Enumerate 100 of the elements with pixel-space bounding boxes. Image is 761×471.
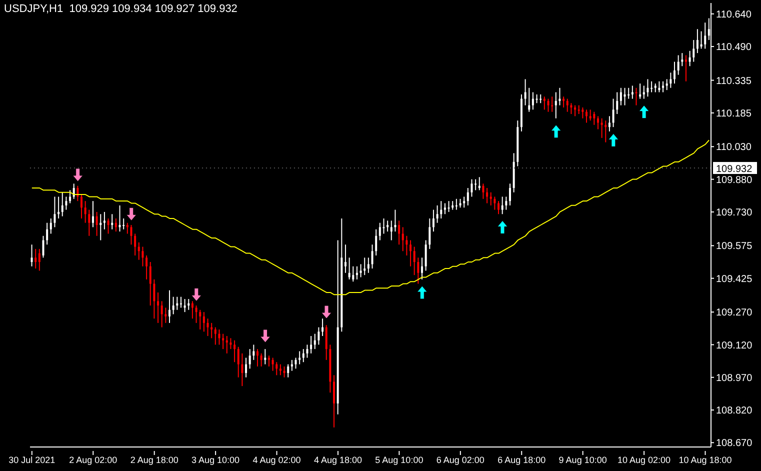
candlestick (287, 364, 290, 378)
candlestick (490, 192, 492, 206)
y-tick-label: 109.425 (716, 274, 753, 285)
point (608, 133, 619, 147)
candlestick (302, 348, 304, 363)
candlestick (157, 292, 160, 324)
candlestick (290, 359, 293, 372)
candlestick (344, 244, 346, 274)
x-tick-label: 6 Aug 02:00 (436, 455, 484, 465)
candlestick (107, 218, 110, 234)
y-tick-label: 110.640 (716, 9, 752, 20)
candlestick (42, 235, 44, 258)
candlestick (635, 87, 638, 106)
candlestick (234, 340, 236, 363)
candlestick (30, 244, 33, 267)
candlestick (126, 222, 128, 234)
x-tick-label: 10 Aug 02:00 (618, 455, 671, 465)
candlestick (532, 92, 534, 110)
candlestick (524, 78, 526, 106)
candlestick (130, 224, 132, 246)
candlestick (294, 357, 297, 370)
candlestick (114, 218, 117, 232)
candlestick (596, 116, 599, 130)
candlestick (54, 196, 56, 228)
candlestick (160, 300, 163, 328)
x-tick-label: 2 Aug 02:00 (69, 455, 118, 465)
candlestick (199, 309, 202, 330)
candlestick (252, 344, 255, 360)
candlestick (364, 257, 366, 276)
point (72, 168, 84, 182)
candlestick (386, 220, 389, 232)
y-tick-label: 108.670 (716, 438, 753, 450)
candlestick (180, 296, 182, 308)
candlestick (528, 87, 530, 112)
candlestick (704, 22, 706, 50)
candlestick (700, 30, 702, 50)
chart-title: USDJPY,H1 109.929 109.934 109.927 109.932 (4, 3, 238, 15)
candlestick (470, 178, 473, 198)
candlestick (593, 111, 596, 126)
candlestick (191, 300, 194, 320)
candlestick (264, 348, 266, 365)
candlestick (608, 116, 610, 132)
candlestick (646, 78, 649, 98)
y-tick-label: 109.730 (716, 207, 753, 218)
y-tick-label: 110.185 (716, 108, 752, 120)
x-tick-label: 2 Aug 18:00 (130, 455, 178, 465)
point (416, 286, 428, 300)
candlestick (61, 192, 64, 217)
y-tick-label: 110.490 (716, 42, 752, 54)
candlestick (674, 61, 676, 84)
candlestick (547, 98, 550, 112)
candlestick (616, 92, 618, 114)
candlestick (276, 362, 278, 376)
candlestick (382, 218, 385, 234)
candlestick (310, 336, 312, 354)
candlestick (498, 200, 500, 215)
x-tick-label: 5 Aug 10:00 (375, 455, 424, 465)
candlestick (111, 214, 114, 230)
candlestick (688, 50, 691, 67)
candlestick (586, 109, 588, 124)
candlestick (681, 52, 684, 67)
candlestick (444, 202, 446, 215)
candlestick (463, 196, 466, 208)
candlestick (410, 240, 412, 267)
candlestick (88, 209, 90, 236)
candlestick (604, 120, 607, 143)
candlestick (256, 348, 258, 367)
candlestick (558, 87, 561, 106)
candlestick (279, 364, 282, 376)
candlestick (478, 176, 480, 191)
candlestick (146, 254, 148, 280)
candlestick (486, 188, 488, 204)
candlestick (268, 355, 270, 367)
candlestick (508, 183, 511, 206)
candlestick (455, 198, 458, 210)
candlestick (153, 278, 156, 320)
candlestick (322, 318, 324, 336)
candlestick (639, 83, 642, 100)
candlestick (222, 333, 224, 350)
candlestick (134, 233, 136, 256)
candlestick (428, 218, 431, 250)
candlestick (501, 196, 504, 215)
candlestick (306, 344, 308, 358)
line-series (31, 140, 710, 296)
candlestick (356, 266, 358, 280)
candlestick (168, 290, 170, 324)
candlestick (325, 324, 328, 360)
candlestick (566, 98, 568, 112)
candlestick (642, 85, 645, 100)
candlestick (333, 374, 336, 428)
candlestick (58, 196, 60, 219)
candlestick (360, 264, 362, 278)
candlestick (184, 298, 186, 313)
candlestick (149, 262, 152, 306)
candlestick (666, 78, 668, 91)
candlestick (352, 266, 354, 282)
candlestick (100, 214, 102, 241)
candlestick (378, 222, 381, 241)
candlestick (424, 240, 427, 272)
candlestick (138, 242, 140, 260)
